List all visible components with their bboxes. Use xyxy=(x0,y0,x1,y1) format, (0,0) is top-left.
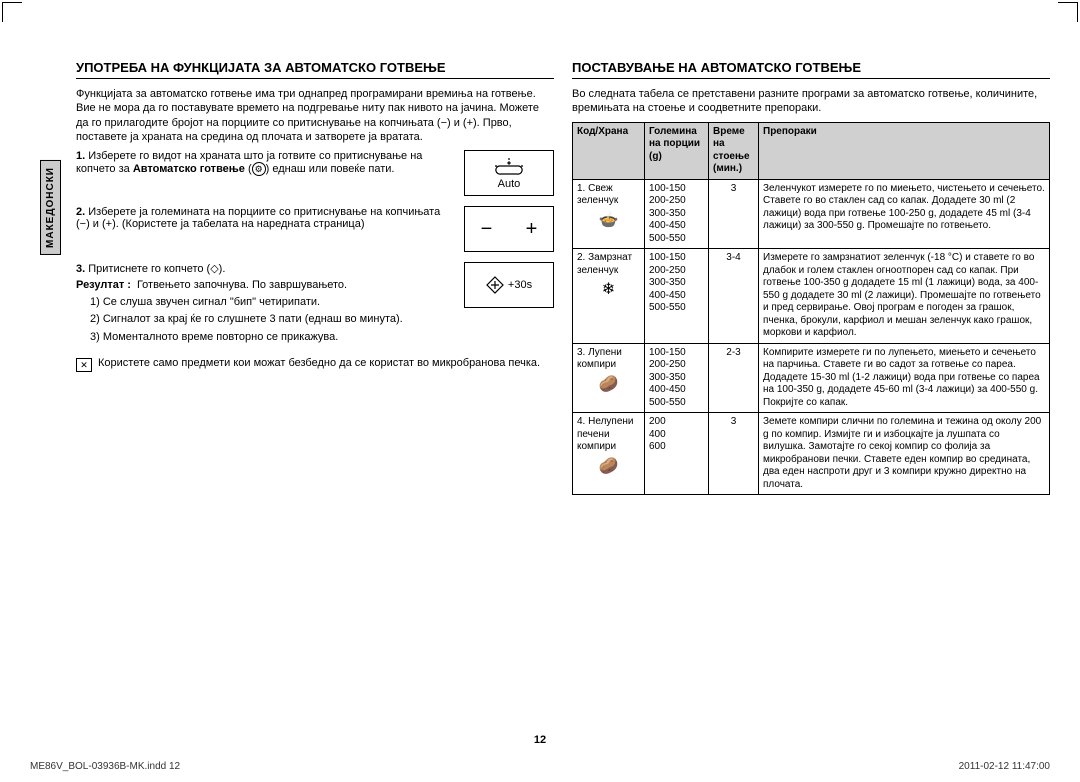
table-row: 1. Свеж зеленчук🍲100-150 200-250 300-350… xyxy=(573,179,1050,249)
cell-time: 2-3 xyxy=(709,343,759,413)
footer: ME86V_BOL-03936B-MK.indd 12 2011-02-12 1… xyxy=(30,761,1050,772)
sub-item: 2) Сигналот за крај ќе го слушнете 3 пат… xyxy=(90,312,456,326)
auto-label: Auto xyxy=(498,178,521,190)
food-icon: 🍲 xyxy=(577,211,640,231)
table-row: 3. Лупени компири🥔100-150 200-250 300-35… xyxy=(573,343,1050,413)
step-1: 1. Изберете го видот на храната што ја г… xyxy=(76,150,554,196)
left-intro: Функцијата за автоматско готвење има три… xyxy=(76,87,554,144)
cooking-table: Код/Храна Големина на порции (g) Време н… xyxy=(572,122,1050,496)
step-num: 3. xyxy=(76,263,85,275)
left-column: УПОТРЕБА НА ФУНКЦИЈАТА ЗА АВТОМАТСКО ГОТ… xyxy=(76,60,554,495)
cell-rec: Земете компири слични по големина и тежи… xyxy=(759,413,1050,495)
step-num: 2. xyxy=(76,206,85,218)
cell-code: 3. Лупени компири🥔 xyxy=(573,343,645,413)
cell-portions: 100-150 200-250 300-350 400-450 500-550 xyxy=(645,179,709,249)
language-tab: МАКЕДОНСКИ xyxy=(40,160,61,255)
warning-icon: ✕ xyxy=(76,358,92,372)
warning-row: ✕ Користете само предмети кои можат безб… xyxy=(76,357,554,372)
auto-button-icon: Auto xyxy=(464,150,554,196)
th-portions: Големина на порции (g) xyxy=(645,122,709,179)
cell-code: 2. Замрзнат зеленчук❄ xyxy=(573,249,645,344)
right-intro: Во следната табела се претставени разнит… xyxy=(572,87,1050,116)
step-3: 3. Притиснете го копчето (◇). Резултат :… xyxy=(76,262,554,347)
th-time: Време на стоење (мин.) xyxy=(709,122,759,179)
food-icon: 🥔 xyxy=(577,375,640,395)
right-heading: ПОСТАВУВАЊЕ НА АВТОМАТСКО ГОТВЕЊЕ xyxy=(572,60,1050,79)
cell-portions: 200 400 600 xyxy=(645,413,709,495)
result-sublist: 1) Се слуша звучен сигнал "бип" четирипа… xyxy=(90,295,456,344)
step-bold: Автоматско готвење xyxy=(133,163,245,175)
diamond-icon xyxy=(486,276,504,294)
result-text: Готвењето започнува. По завршувањето. xyxy=(137,279,347,291)
table-row: 2. Замрзнат зеленчук❄100-150 200-250 300… xyxy=(573,249,1050,344)
step-text: Притиснете го копчето (◇). xyxy=(88,263,225,275)
warning-text: Користете само предмети кои можат безбед… xyxy=(98,357,540,369)
right-column: ПОСТАВУВАЊЕ НА АВТОМАТСКО ГОТВЕЊЕ Во сле… xyxy=(572,60,1050,495)
th-code: Код/Храна xyxy=(573,122,645,179)
step-num: 1. xyxy=(76,150,85,162)
footer-right: 2011-02-12 11:47:00 xyxy=(959,761,1050,772)
cell-rec: Зеленчукот измерете го по миењето, чисте… xyxy=(759,179,1050,249)
cell-time: 3 xyxy=(709,179,759,249)
cell-code: 1. Свеж зеленчук🍲 xyxy=(573,179,645,249)
cell-portions: 100-150 200-250 300-350 400-450 500-550 xyxy=(645,343,709,413)
minus-icon: − xyxy=(481,218,493,241)
result-label: Резултат : xyxy=(76,279,131,291)
food-icon: ❄ xyxy=(577,280,640,300)
table-row: 4. Нелупени печени компири🥔200 400 6003З… xyxy=(573,413,1050,495)
step-text-mid: ( xyxy=(245,163,252,175)
crop-mark-tl xyxy=(2,2,22,22)
start-button-icon: +30s xyxy=(464,262,554,308)
sub-item: 1) Се слуша звучен сигнал "бип" четирипа… xyxy=(90,295,456,309)
step-text-post: ) еднаш или повеќе пати. xyxy=(266,163,395,175)
cell-rec: Измерете го замрзнатиот зеленчук (-18 °C… xyxy=(759,249,1050,344)
steps-list: 1. Изберете го видот на храната што ја г… xyxy=(76,150,554,347)
page-number: 12 xyxy=(534,734,546,746)
table-header-row: Код/Храна Големина на порции (g) Време н… xyxy=(573,122,1050,179)
crop-mark-tr xyxy=(1058,2,1078,22)
th-rec: Препораки xyxy=(759,122,1050,179)
cell-time: 3-4 xyxy=(709,249,759,344)
cell-code: 4. Нелупени печени компири🥔 xyxy=(573,413,645,495)
step-2: 2. Изберете ја големината на порциите со… xyxy=(76,206,554,252)
pot-icon xyxy=(495,156,523,176)
cell-time: 3 xyxy=(709,413,759,495)
sub-item: 3) Моменталното време повторно се прикаж… xyxy=(90,330,456,344)
cell-rec: Компирите измерете ги по лупењето, миење… xyxy=(759,343,1050,413)
auto-icon-inline: ⚙ xyxy=(252,162,266,176)
plus-icon: + xyxy=(526,218,538,241)
footer-left: ME86V_BOL-03936B-MK.indd 12 xyxy=(30,761,180,772)
food-icon: 🥔 xyxy=(577,457,640,477)
cell-portions: 100-150 200-250 300-350 400-450 500-550 xyxy=(645,249,709,344)
page-content: УПОТРЕБА НА ФУНКЦИЈАТА ЗА АВТОМАТСКО ГОТ… xyxy=(76,60,1050,495)
plus-minus-icon: − + xyxy=(464,206,554,252)
left-heading: УПОТРЕБА НА ФУНКЦИЈАТА ЗА АВТОМАТСКО ГОТ… xyxy=(76,60,554,79)
step-text: Изберете ја големината на порциите со пр… xyxy=(76,206,440,230)
plus30s-label: +30s xyxy=(508,279,532,291)
